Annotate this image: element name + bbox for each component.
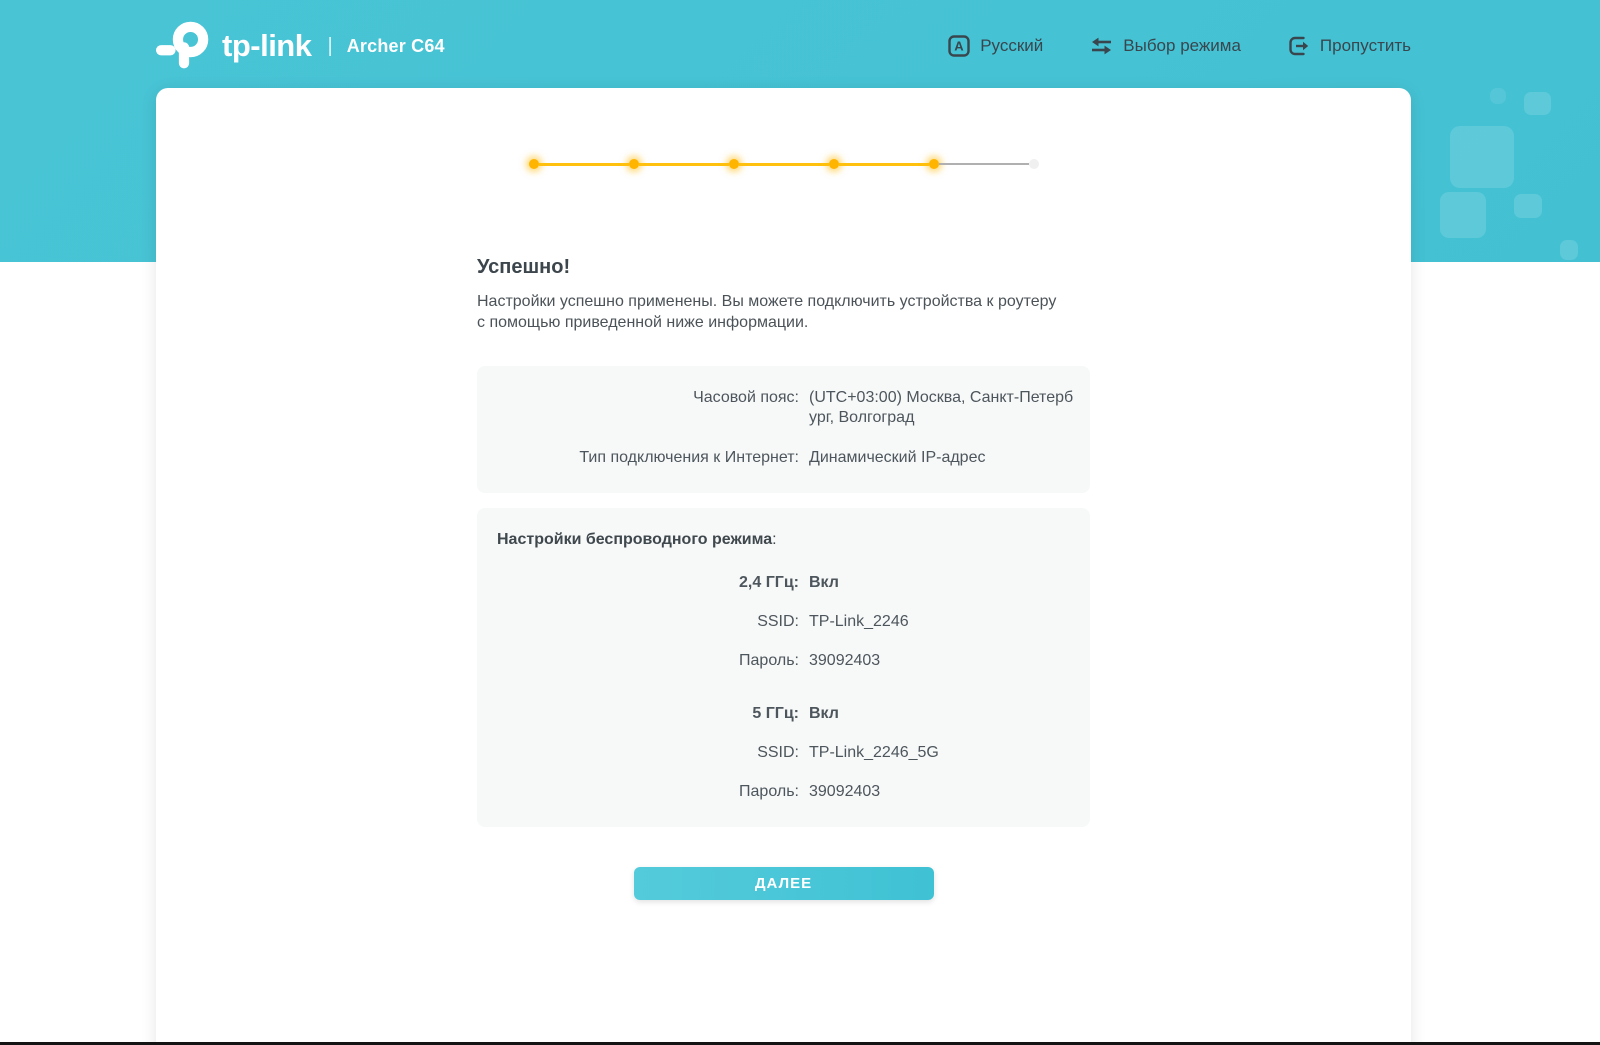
summary-box: Часовой пояс: (UTC+03:00) Москва, Санкт-… bbox=[477, 366, 1090, 493]
tp-link-logo-icon bbox=[156, 18, 212, 74]
step-dot bbox=[828, 159, 839, 169]
step-dot bbox=[1028, 159, 1039, 169]
mode-switch-icon bbox=[1089, 34, 1114, 58]
row-label: 2,4 ГГц: bbox=[739, 574, 799, 591]
wireless-box: Настройки беспроводного режима: 2,4 ГГц:… bbox=[477, 508, 1090, 827]
decor-pixel bbox=[1560, 240, 1578, 260]
row-value: TP-Link_2246 bbox=[809, 613, 909, 630]
band-5g-block: 5 ГГц: Вкл SSID: TP-Link_2246_5G Пароль:… bbox=[493, 704, 1074, 802]
row-value: TP-Link_2246_5G bbox=[809, 744, 939, 761]
row-label: SSID: bbox=[757, 744, 799, 761]
decor-pixel bbox=[1450, 126, 1514, 188]
svg-text:A: A bbox=[954, 39, 964, 54]
decor-pixel bbox=[1524, 92, 1551, 115]
button-row: ДАЛЕЕ bbox=[477, 867, 1090, 900]
row-value: Вкл bbox=[809, 574, 839, 591]
summary-row-connection-type: Тип подключения к Интернет: Динамический… bbox=[493, 448, 1074, 468]
decor-pixel bbox=[1440, 192, 1486, 238]
step-connector bbox=[938, 163, 1029, 165]
row-value: (UTC+03:00) Москва, Санкт-Петербург, Вол… bbox=[809, 389, 1074, 426]
step-connector bbox=[838, 162, 929, 166]
band-status-row: 2,4 ГГц: Вкл bbox=[493, 573, 1074, 593]
card-content: Успешно! Настройки успешно применены. Вы… bbox=[477, 88, 1090, 900]
row-label: SSID: bbox=[757, 613, 799, 630]
decor-pixel bbox=[1490, 88, 1506, 104]
row-value: 39092403 bbox=[809, 652, 881, 669]
setup-card: Успешно! Настройки успешно применены. Вы… bbox=[156, 88, 1411, 1045]
language-icon: A bbox=[947, 34, 971, 58]
step-dot bbox=[528, 159, 539, 169]
row-label: 5 ГГц: bbox=[752, 705, 799, 722]
menu-item-label: Пропустить bbox=[1319, 36, 1411, 55]
page-title: Успешно! bbox=[477, 256, 571, 278]
step-dot bbox=[628, 159, 639, 169]
row-label: Пароль: bbox=[739, 783, 799, 800]
band-password-row: Пароль: 39092403 bbox=[493, 782, 1074, 802]
summary-row-timezone: Часовой пояс: (UTC+03:00) Москва, Санкт-… bbox=[493, 388, 1074, 428]
step-dot bbox=[728, 159, 739, 169]
row-value: Вкл bbox=[809, 705, 839, 722]
brand-name: tp-link bbox=[222, 28, 312, 63]
decor-pixel bbox=[1514, 194, 1542, 218]
band-password-row: Пароль: 39092403 bbox=[493, 651, 1074, 671]
screen-bottom-edge bbox=[0, 1042, 1600, 1045]
language-menu-item[interactable]: A Русский bbox=[947, 34, 1043, 58]
step-connector bbox=[738, 162, 829, 166]
step-connector bbox=[538, 162, 629, 166]
band-2g4-block: 2,4 ГГц: Вкл SSID: TP-Link_2246 Пароль: … bbox=[493, 573, 1074, 671]
page-description: Настройки успешно применены. Вы можете п… bbox=[477, 293, 1057, 331]
row-value: 39092403 bbox=[809, 783, 881, 800]
model-name: Archer C64 bbox=[346, 35, 445, 56]
step-dot bbox=[928, 159, 939, 169]
row-value: Динамический IP-адрес bbox=[809, 449, 986, 466]
mode-select-menu-item[interactable]: Выбор режима bbox=[1089, 34, 1241, 58]
brand: tp-link | Archer C64 bbox=[156, 18, 445, 74]
band-ssid-row: SSID: TP-Link_2246 bbox=[493, 612, 1074, 632]
top-bar: tp-link | Archer C64 A Русский bbox=[156, 0, 1411, 92]
menu-item-label: Русский bbox=[980, 36, 1044, 55]
row-label: Пароль: bbox=[739, 652, 799, 669]
brand-separator: | bbox=[327, 34, 333, 57]
menu-item-label: Выбор режима bbox=[1123, 36, 1241, 55]
header-menu: A Русский Выбор режима bbox=[947, 34, 1411, 58]
band-ssid-row: SSID: TP-Link_2246_5G bbox=[493, 743, 1074, 763]
setup-stepper bbox=[528, 154, 1039, 174]
band-status-row: 5 ГГц: Вкл bbox=[493, 704, 1074, 724]
skip-menu-item[interactable]: Пропустить bbox=[1287, 34, 1411, 58]
wireless-settings-title: Настройки беспроводного режима: bbox=[497, 531, 777, 548]
row-label: Часовой пояс: bbox=[693, 389, 799, 406]
skip-icon bbox=[1287, 34, 1311, 58]
step-connector bbox=[638, 162, 729, 166]
next-button[interactable]: ДАЛЕЕ bbox=[633, 867, 934, 900]
row-label: Тип подключения к Интернет: bbox=[579, 449, 799, 466]
